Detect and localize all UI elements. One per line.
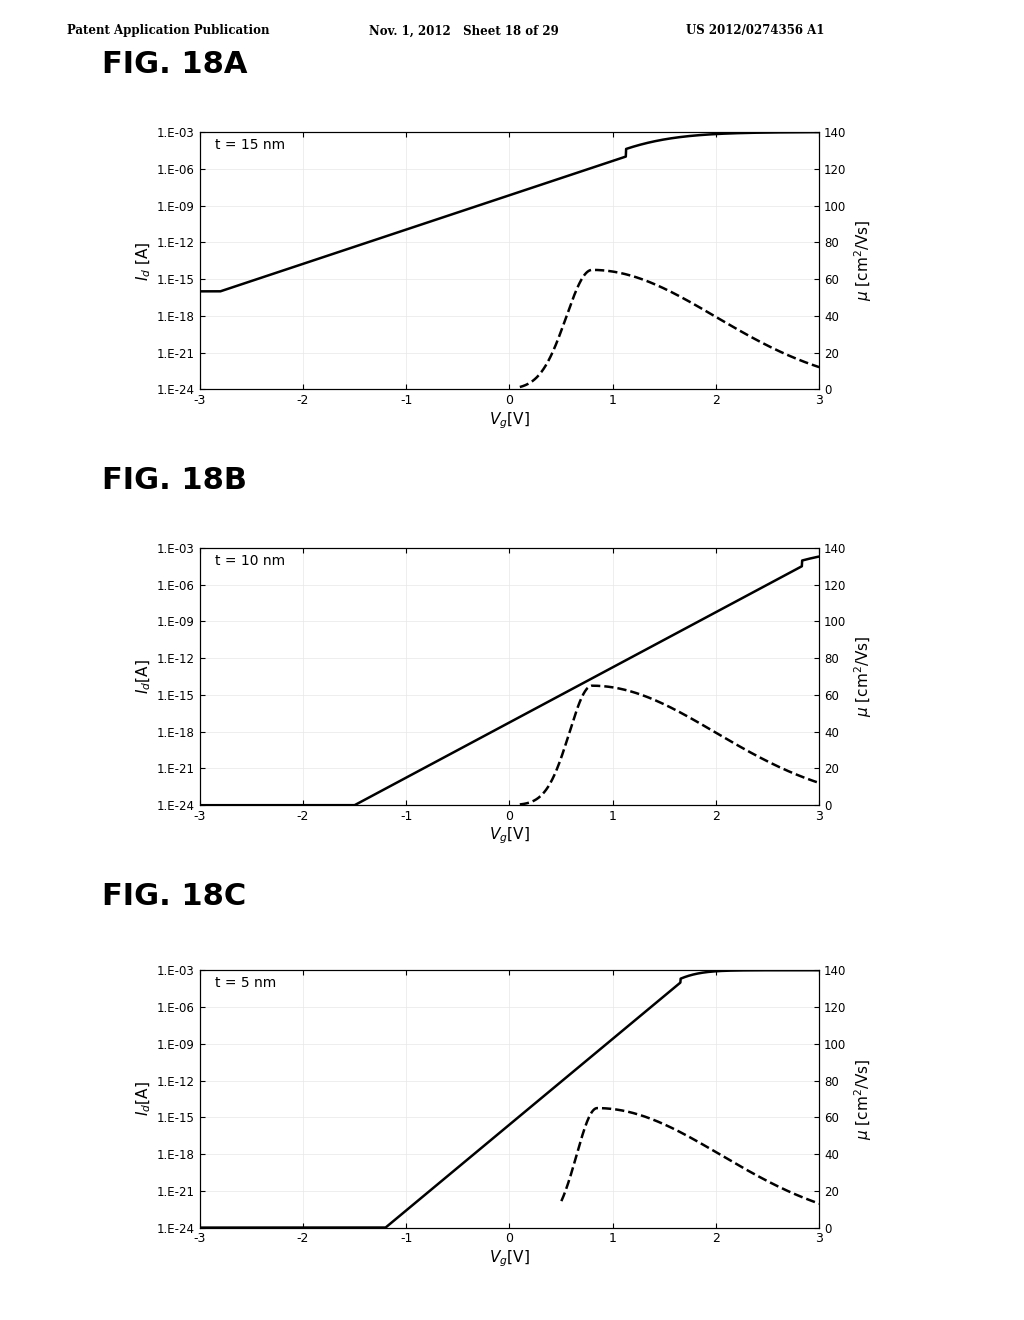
Text: FIG. 18A: FIG. 18A: [102, 50, 248, 79]
Y-axis label: $\mu$ [cm$^2$/Vs]: $\mu$ [cm$^2$/Vs]: [852, 636, 873, 717]
Text: t = 10 nm: t = 10 nm: [215, 554, 286, 568]
X-axis label: $V_g$[V]: $V_g$[V]: [489, 826, 529, 846]
X-axis label: $V_g$[V]: $V_g$[V]: [489, 1249, 529, 1269]
Y-axis label: $I_d$[A]: $I_d$[A]: [134, 659, 153, 694]
Text: FIG. 18C: FIG. 18C: [102, 882, 247, 911]
Y-axis label: $\mu$ [cm$^2$/Vs]: $\mu$ [cm$^2$/Vs]: [852, 220, 873, 301]
Y-axis label: $I_d$[A]: $I_d$[A]: [134, 1081, 153, 1117]
Y-axis label: $I_d$ [A]: $I_d$ [A]: [134, 240, 153, 281]
Text: FIG. 18B: FIG. 18B: [102, 466, 248, 495]
X-axis label: $V_g$[V]: $V_g$[V]: [489, 411, 529, 430]
Y-axis label: $\mu$ [cm$^2$/Vs]: $\mu$ [cm$^2$/Vs]: [852, 1059, 873, 1139]
Text: t = 5 nm: t = 5 nm: [215, 977, 276, 990]
Text: Nov. 1, 2012   Sheet 18 of 29: Nov. 1, 2012 Sheet 18 of 29: [369, 24, 558, 37]
Text: Patent Application Publication: Patent Application Publication: [67, 24, 269, 37]
Text: US 2012/0274356 A1: US 2012/0274356 A1: [686, 24, 824, 37]
Text: t = 15 nm: t = 15 nm: [215, 139, 286, 152]
